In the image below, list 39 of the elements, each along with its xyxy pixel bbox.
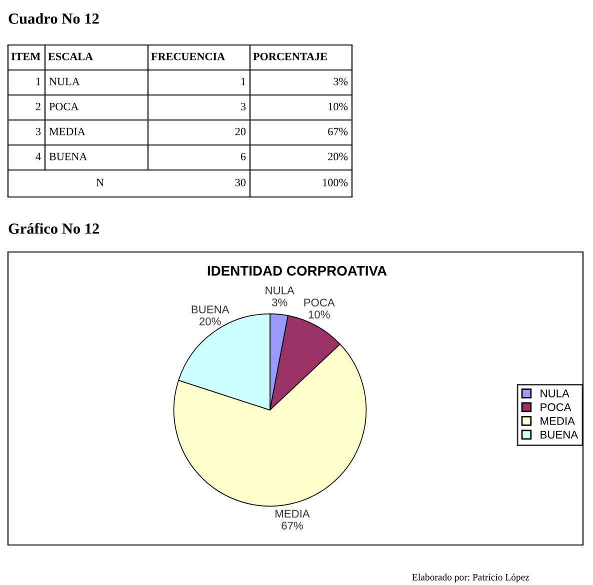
slice-label: MEDIA xyxy=(276,510,310,518)
text: 4 xyxy=(36,152,41,160)
text: 30 xyxy=(235,178,246,186)
text: ESCALA xyxy=(48,52,93,60)
text: ITEM xyxy=(11,52,40,60)
text: 3% xyxy=(334,78,348,86)
slice-label: BUENA xyxy=(192,306,230,314)
legend-label: BUENA xyxy=(540,430,578,439)
text: 3 xyxy=(36,128,41,136)
legend-label: MEDIA xyxy=(540,417,575,425)
text: PORCENTAJE xyxy=(253,52,327,60)
text: BUENA xyxy=(49,152,88,160)
text: Elaborado por: Patricio López xyxy=(412,574,530,582)
text: 20% xyxy=(328,152,348,160)
slice-label: POCA xyxy=(304,298,335,307)
text: 1 xyxy=(241,78,246,86)
text: 2 xyxy=(36,102,40,110)
text: 20 xyxy=(235,128,246,136)
data-label: 67% xyxy=(282,522,303,530)
slice-label: NULA xyxy=(266,286,294,294)
text: N xyxy=(96,178,104,186)
text: NULA xyxy=(49,78,80,86)
data-label: 3% xyxy=(272,298,288,306)
text: 1 xyxy=(36,78,40,86)
text: POCA xyxy=(49,102,79,110)
text: MEDIA xyxy=(49,128,86,136)
text: 100% xyxy=(323,178,348,186)
data-label: 10% xyxy=(308,310,330,318)
legend-label: NULA xyxy=(540,390,570,398)
text: FRECUENCIA xyxy=(151,52,225,60)
text: 3 xyxy=(240,102,246,110)
legend-label: POCA xyxy=(540,403,572,412)
data-label: 20% xyxy=(200,317,221,326)
text: Gráfico No 12 xyxy=(8,222,99,234)
chart-title: IDENTIDAD CORPROATIVA xyxy=(208,266,387,276)
text: 67% xyxy=(328,128,348,136)
text: 10% xyxy=(328,102,348,110)
text: 6 xyxy=(240,152,246,160)
text: Cuadro No 12 xyxy=(8,13,99,24)
